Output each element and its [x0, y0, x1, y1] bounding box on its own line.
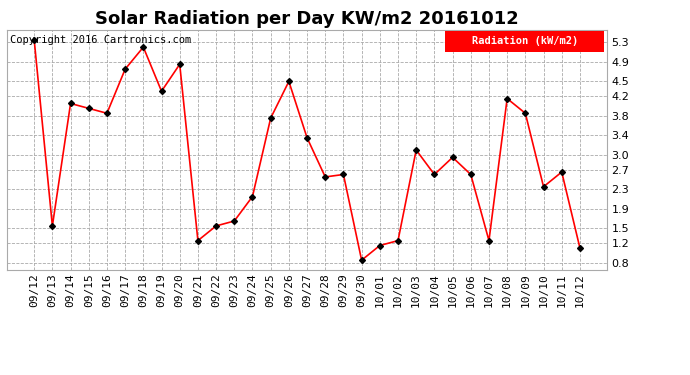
Title: Solar Radiation per Day KW/m2 20161012: Solar Radiation per Day KW/m2 20161012	[95, 10, 519, 28]
Text: Copyright 2016 Cartronics.com: Copyright 2016 Cartronics.com	[10, 35, 191, 45]
